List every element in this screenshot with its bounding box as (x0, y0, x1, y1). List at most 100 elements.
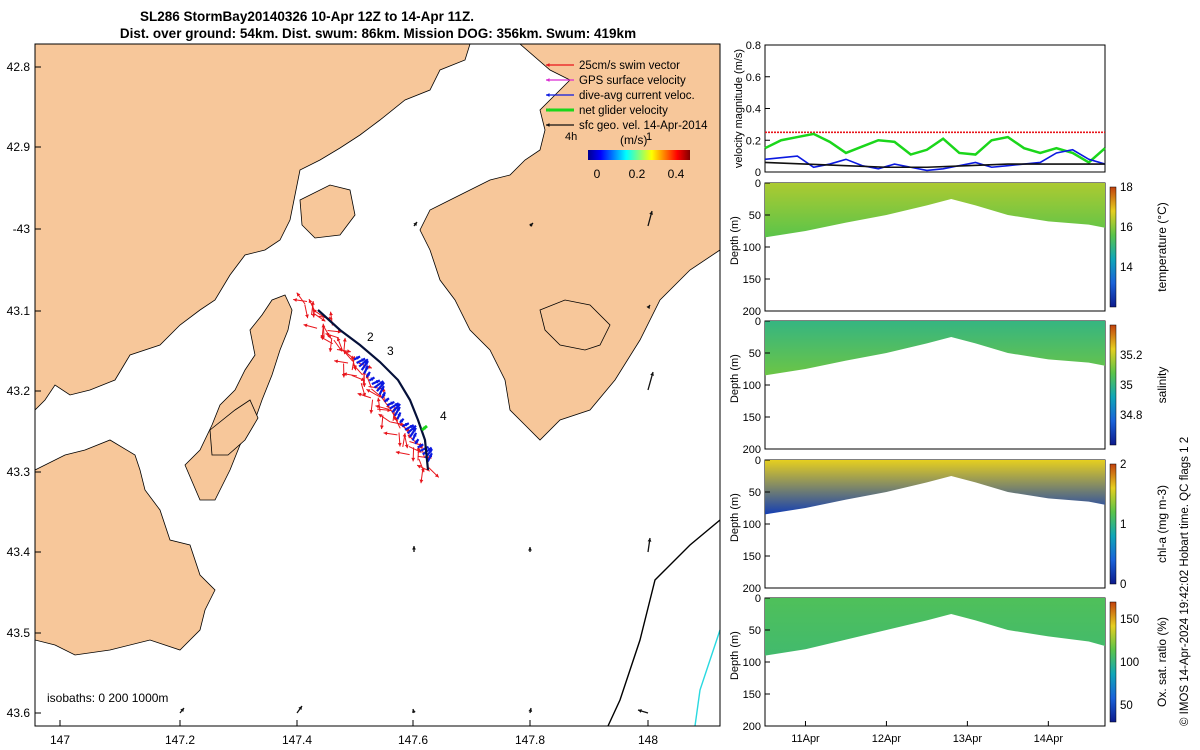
track-label-4: 4 (440, 409, 447, 423)
map-top-label-1: 1 (646, 131, 652, 143)
map-ytick-label: 43.2 (7, 384, 31, 398)
footer-credit: © IMOS 14-Apr-2024 19:42:02 Hobart time.… (1179, 437, 1191, 726)
heatmap-colorbar-tick: 16 (1120, 222, 1133, 234)
current-vector-head (363, 359, 368, 364)
land-polygons (34, 43, 721, 656)
legend-arrow-gps-head (546, 78, 550, 82)
track-label-2: 2 (367, 330, 374, 344)
swim-vector-head (417, 464, 422, 469)
heatmap-colorbar-tick: 0 (1120, 579, 1126, 591)
current-vector-head (419, 444, 424, 448)
current-vector-head (379, 381, 384, 385)
swim-vector-head (419, 479, 424, 484)
swim-vector-head (308, 299, 313, 304)
land-north-islet (299, 184, 356, 239)
heatmap-colorbar-tick: 35.2 (1120, 350, 1142, 362)
heatmap-colorbar (1109, 186, 1117, 308)
current-vector-head (364, 361, 369, 366)
geo-velocity-arrows (179, 210, 654, 714)
land-east-hook (539, 299, 611, 351)
isobath-1000m (694, 629, 721, 727)
heatmap-colorbar-tick: 35 (1120, 380, 1133, 392)
swim-vector-head (343, 372, 347, 377)
heatmap-colorbar-label: chl-a (mg m-3) (1155, 485, 1169, 563)
map-panel: 2 3 4 147 147.2 147.4 147.6 147.8 148 42.8 42.9… (7, 43, 721, 747)
swim-vector-head (321, 323, 326, 328)
colorbar-gradient (588, 150, 690, 160)
map-ytick-label: 43.1 (7, 304, 31, 318)
geo-velocity-arrow-head (650, 372, 654, 376)
current-vector-head (412, 425, 417, 430)
heatmap-colorbar-tick: 14 (1120, 262, 1133, 274)
heatmap-ytick-label: 100 (743, 657, 761, 669)
swim-vector-head (393, 415, 398, 420)
swim-vector-head (336, 337, 341, 342)
swim-vector-head (328, 348, 333, 352)
geo-velocity-arrow-head (413, 222, 417, 226)
current-vector-head (370, 377, 375, 381)
heatmap-colorbar-tick: 34.8 (1120, 410, 1142, 422)
geo-velocity-arrow-head (411, 709, 416, 713)
heatmap-ytick-label: 50 (749, 348, 761, 360)
heatmap-ytick-label: 100 (743, 242, 761, 254)
heatmap-field (765, 183, 1105, 238)
heatmap-colorbar (1109, 324, 1117, 446)
heatmap-ytick-label: 50 (749, 487, 761, 499)
current-vector-head (364, 365, 369, 370)
velocity-ytick-label: 0.8 (746, 40, 761, 52)
legend-label-net: net glider velocity (579, 105, 668, 117)
heatmap-ytick-label: 150 (743, 412, 761, 424)
heatmap-ytick-label: 200 (743, 721, 761, 733)
heatmap-field (765, 460, 1105, 515)
swim-vector-head (303, 323, 308, 328)
heatmap-ytick-label: 150 (743, 274, 761, 286)
legend-arrow-net-head (546, 108, 550, 112)
swim-vector-head (320, 336, 325, 341)
heatmap-field (765, 598, 1105, 656)
heatmap-ylabel: Depth (m) (729, 354, 741, 403)
colorbar-title: (m/s) (620, 133, 647, 147)
time-tick-label: 12Apr (872, 733, 902, 745)
heatmap-ytick-label: 150 (743, 551, 761, 563)
current-vector-head (390, 401, 395, 406)
colorbar-tick-2: 0.4 (668, 167, 685, 181)
velocity-ytick-label: 0.6 (746, 72, 761, 84)
swim-vector-head (337, 329, 342, 334)
land-island-west (209, 399, 259, 456)
heatmap-ytick-label: 200 (743, 444, 761, 456)
map-axis-ticks: 147 147.2 147.4 147.6 147.8 148 42.8 42.9 -43 43.… (7, 60, 659, 747)
heatmap-ylabel: Depth (m) (729, 216, 741, 265)
geo-velocity-arrow-head (647, 538, 652, 542)
title-line-2: Dist. over ground: 54km. Dist. swum: 86k… (120, 26, 636, 41)
current-vector-head (380, 386, 384, 391)
time-tick-label: 13Apr (953, 733, 983, 745)
velocity-ylabel: velocity magnitude (m/s) (733, 49, 745, 168)
heatmap-colorbar-tick: 2 (1120, 459, 1126, 471)
current-vector-head (428, 449, 433, 454)
swim-vector-head (367, 365, 372, 369)
current-vector-head (397, 412, 401, 417)
map-xtick-label: 147.2 (165, 733, 195, 747)
map-ytick-label: 43.4 (7, 545, 31, 559)
swim-vector-head (369, 409, 374, 414)
legend-arrow-current-head (546, 93, 550, 97)
map-ytick-label: -43 (13, 222, 31, 236)
heatmap-colorbar-tick: 18 (1120, 182, 1133, 194)
heatmap-ytick-label: 50 (749, 210, 761, 222)
velocity-ytick-label: 0.4 (746, 104, 761, 116)
geo-velocity-arrow-head (412, 546, 416, 550)
swim-vector-head (397, 442, 402, 447)
current-vector-head (375, 380, 380, 384)
heatmap-colorbar-tick: 50 (1120, 700, 1133, 712)
geo-velocity-arrow-head (646, 305, 650, 309)
map-xtick-label: 147.6 (398, 733, 428, 747)
heatmap-colorbar-label: salinity (1155, 367, 1169, 404)
current-vector-head (399, 418, 404, 423)
heatmap-colorbar-label: temperature (°C) (1155, 202, 1169, 292)
land-west-mainland (34, 43, 471, 411)
map-xtick-label: 147.8 (515, 733, 545, 747)
velocity-axes (764, 44, 1106, 173)
map-colorbar: (m/s) 0 0.2 0.4 (588, 133, 690, 181)
colorbar-tick-1: 0.2 (629, 167, 646, 181)
current-vector-head (394, 403, 399, 407)
